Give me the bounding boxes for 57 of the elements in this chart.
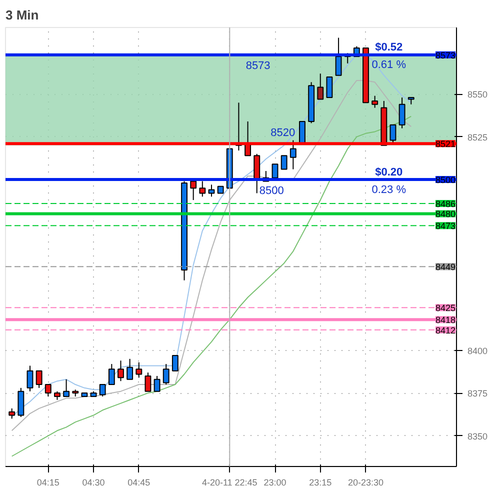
candlestick: [272, 164, 278, 178]
ref-line-label: 8500: [435, 175, 456, 186]
annotation: $0.20: [375, 166, 403, 178]
candlestick: [44, 384, 52, 397]
x-tick-label: 23:15: [309, 478, 332, 488]
candlestick: [317, 73, 324, 100]
annotation: 8520: [270, 126, 296, 139]
annotation: 0.23 %: [372, 184, 406, 196]
y-tick-label: 8550: [468, 90, 488, 100]
candlestick: [26, 365, 34, 392]
annotation: 0.61 %: [372, 58, 406, 71]
candlestick: [18, 387, 24, 418]
annotation: 8573: [246, 60, 270, 72]
candlestick: [63, 378, 70, 397]
candlestick: [36, 370, 42, 388]
candlestick: [162, 364, 170, 386]
annotation: $0.52: [375, 41, 403, 54]
candlestick: [190, 180, 197, 201]
candlestick: [108, 364, 115, 386]
candlestick: [254, 153, 260, 194]
y-tick-label: 8525: [468, 132, 488, 142]
ref-line-label: 8449: [435, 262, 456, 272]
candlestick: [8, 408, 16, 420]
x-tick-label: 4-20-11 22:45: [202, 478, 258, 488]
ref-line-label: 8480: [435, 209, 456, 220]
candlestick: [290, 140, 296, 170]
candlestick: [172, 354, 178, 372]
chart-title: 3 Min: [6, 8, 39, 22]
x-tick-label: 20-23:30: [348, 478, 384, 488]
x-tick-label: 04:45: [128, 478, 150, 488]
candlestick: [199, 180, 206, 198]
y-tick-label: 8400: [468, 346, 488, 356]
y-tick-label: 8375: [468, 388, 488, 399]
y-tick-label: 8350: [468, 431, 488, 442]
annotation: 8500: [259, 184, 284, 197]
ref-line-label: 8486: [435, 198, 456, 209]
x-tick-label: 04:15: [36, 478, 60, 488]
ref-line-label: 8573: [435, 50, 456, 60]
candlestick: [398, 97, 406, 129]
x-tick-label: 23:00: [264, 478, 286, 488]
candlestick: [126, 358, 134, 380]
ref-line-label: 8425: [435, 303, 456, 314]
candlestick: [326, 76, 333, 98]
candlestick: [372, 95, 378, 108]
candlestick: [280, 155, 288, 170]
candlestick: [144, 372, 152, 392]
ref-line-label: 8418: [435, 315, 456, 326]
ref-line-label: 8521: [435, 139, 456, 150]
ref-line-label: 8412: [435, 325, 456, 336]
candlestick: [390, 124, 396, 144]
candlestick: [99, 384, 106, 397]
ref-line-label: 8473: [435, 221, 456, 232]
candlestick: [136, 362, 142, 378]
candlestick: [335, 37, 342, 76]
x-tick-label: 04:30: [82, 478, 105, 488]
candlestick: [154, 375, 160, 392]
candlestick: [118, 360, 124, 382]
